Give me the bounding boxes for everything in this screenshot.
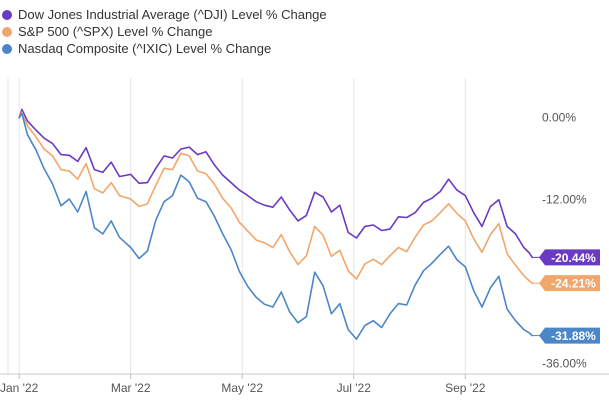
legend-item-spx[interactable]: S&P 500 (^SPX) Level % Change <box>2 23 522 40</box>
legend-label-spx: S&P 500 (^SPX) Level % Change <box>18 24 213 39</box>
legend-swatch-dji <box>2 9 12 20</box>
end-label-0: -20.44% <box>532 249 600 266</box>
series-line-1 <box>18 111 533 284</box>
end-label-text: -24.21% <box>551 277 596 291</box>
end-label-1: -24.21% <box>532 275 600 292</box>
end-label-box <box>539 249 600 266</box>
chart-legend: Dow Jones Industrial Average (^DJI) Leve… <box>2 6 522 57</box>
x-tick-label: Mar '22 <box>111 381 151 395</box>
series-line-0 <box>18 108 533 259</box>
legend-item-ixic[interactable]: Nasdaq Composite (^IXIC) Level % Change <box>2 40 522 57</box>
grid-lines <box>7 78 466 374</box>
x-tick-label: Sep '22 <box>445 381 486 395</box>
y-tick-label: -12.00% <box>542 193 587 207</box>
legend-item-dji[interactable]: Dow Jones Industrial Average (^DJI) Leve… <box>2 6 522 23</box>
end-label-text: -20.44% <box>551 251 596 265</box>
x-tick-label: May '22 <box>221 381 263 395</box>
end-label-box <box>539 275 600 292</box>
x-tick-label: Jan '22 <box>0 381 39 395</box>
end-label-text: -31.88% <box>551 329 596 343</box>
series-line-2 <box>18 112 533 340</box>
y-tick-label: 0.00% <box>542 111 576 125</box>
end-label-box <box>539 327 600 344</box>
legend-swatch-spx <box>2 26 12 37</box>
end-label-2: -31.88% <box>532 327 600 344</box>
legend-swatch-ixic <box>2 43 12 54</box>
legend-label-dji: Dow Jones Industrial Average (^DJI) Leve… <box>18 7 327 22</box>
y-tick-label: -36.00% <box>542 357 587 371</box>
x-tick-label: Jul '22 <box>337 381 372 395</box>
end-value-labels: -20.44% -24.21% -31.88% <box>532 249 600 344</box>
legend-label-ixic: Nasdaq Composite (^IXIC) Level % Change <box>18 41 272 56</box>
series-lines <box>18 108 533 340</box>
axes: Jan '22 Mar '22 May '22 Jul '22 Sep '22 0.00%… <box>0 111 609 395</box>
